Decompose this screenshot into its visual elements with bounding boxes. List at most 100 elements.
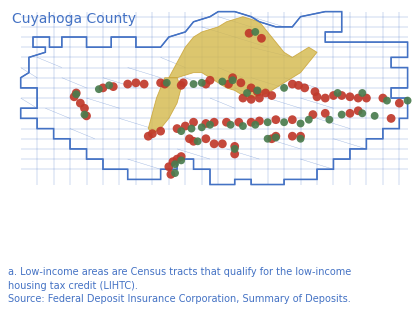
Point bbox=[355, 96, 362, 101]
Point bbox=[254, 88, 261, 93]
Point bbox=[262, 90, 269, 96]
Point bbox=[219, 79, 226, 84]
Point bbox=[322, 96, 328, 101]
Point bbox=[77, 100, 84, 106]
Point bbox=[219, 141, 226, 146]
Point bbox=[339, 93, 345, 98]
Point bbox=[211, 141, 218, 146]
Point bbox=[363, 96, 370, 101]
Point bbox=[188, 126, 195, 131]
Point bbox=[100, 85, 106, 91]
Point bbox=[388, 116, 394, 121]
Point bbox=[254, 89, 261, 94]
Point bbox=[346, 111, 353, 116]
Point bbox=[95, 86, 102, 92]
Point bbox=[305, 117, 312, 122]
Point bbox=[268, 93, 275, 98]
Point bbox=[248, 97, 255, 102]
Point bbox=[161, 82, 168, 87]
Point bbox=[239, 96, 246, 101]
Point bbox=[346, 94, 353, 99]
Point bbox=[198, 125, 205, 130]
Text: Cuyahoga County: Cuyahoga County bbox=[13, 12, 137, 26]
Point bbox=[157, 128, 164, 134]
Point bbox=[326, 117, 333, 122]
Point bbox=[236, 120, 242, 125]
Point bbox=[172, 162, 178, 167]
Point bbox=[256, 118, 263, 124]
Point bbox=[71, 94, 78, 99]
Point bbox=[297, 121, 304, 126]
Point bbox=[202, 136, 209, 141]
Point bbox=[229, 75, 236, 80]
Point bbox=[334, 90, 341, 96]
Point bbox=[248, 85, 255, 91]
Point bbox=[289, 82, 296, 87]
Point bbox=[198, 80, 205, 85]
Point bbox=[273, 135, 279, 140]
Text: a. Low-income areas are Census tracts that qualify for the low-income
housing ta: a. Low-income areas are Census tracts th… bbox=[8, 267, 352, 304]
Point bbox=[246, 31, 252, 36]
Polygon shape bbox=[148, 78, 181, 134]
Point bbox=[297, 136, 304, 141]
Point bbox=[81, 106, 88, 111]
Point bbox=[314, 94, 320, 99]
Point bbox=[223, 120, 230, 125]
Point bbox=[339, 112, 345, 117]
Point bbox=[106, 83, 113, 88]
Point bbox=[163, 80, 170, 85]
Point bbox=[145, 134, 152, 139]
Point bbox=[273, 134, 279, 139]
Point bbox=[178, 158, 184, 163]
Point bbox=[322, 111, 328, 116]
Point bbox=[380, 96, 386, 101]
Point bbox=[268, 136, 275, 141]
Point bbox=[174, 126, 181, 131]
Polygon shape bbox=[21, 12, 407, 185]
Point bbox=[110, 84, 117, 89]
Point bbox=[355, 108, 362, 113]
Point bbox=[180, 80, 186, 85]
Point bbox=[194, 139, 201, 144]
Point bbox=[295, 83, 302, 88]
Point bbox=[149, 131, 156, 136]
Point bbox=[202, 121, 209, 126]
Point bbox=[264, 136, 271, 141]
Point bbox=[133, 80, 139, 85]
Point bbox=[168, 172, 174, 177]
Point bbox=[157, 80, 164, 85]
Point bbox=[289, 117, 296, 122]
Point bbox=[141, 82, 147, 87]
Point bbox=[73, 90, 80, 96]
Point bbox=[248, 120, 255, 125]
Point bbox=[207, 122, 213, 127]
Point bbox=[244, 90, 250, 96]
Point bbox=[371, 113, 378, 118]
Point bbox=[225, 82, 232, 87]
Point bbox=[73, 92, 80, 97]
Point bbox=[396, 100, 403, 106]
Point bbox=[281, 85, 287, 91]
Point bbox=[238, 80, 244, 85]
Point bbox=[211, 120, 218, 125]
Polygon shape bbox=[169, 17, 317, 98]
Point bbox=[289, 134, 296, 139]
Point bbox=[231, 146, 238, 152]
Point bbox=[83, 113, 90, 118]
Point bbox=[190, 82, 197, 87]
Point bbox=[359, 111, 366, 116]
Point bbox=[178, 83, 184, 88]
Point bbox=[231, 151, 238, 156]
Point bbox=[170, 159, 176, 164]
Point bbox=[178, 154, 184, 159]
Point bbox=[256, 96, 263, 101]
Point bbox=[359, 90, 366, 96]
Point bbox=[312, 89, 318, 94]
Point bbox=[165, 164, 172, 169]
Point bbox=[273, 117, 279, 122]
Point bbox=[81, 112, 88, 117]
Point bbox=[190, 139, 197, 144]
Point bbox=[281, 120, 287, 125]
Point bbox=[252, 122, 259, 127]
Point bbox=[231, 144, 238, 149]
